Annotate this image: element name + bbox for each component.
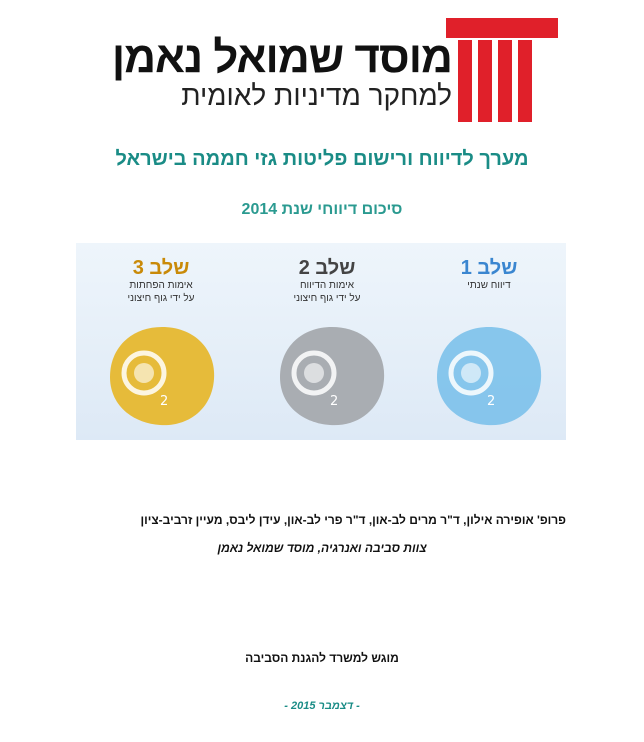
stage-2-line-1: אימות הדיווח xyxy=(299,280,355,291)
stage-3-badge-icon: 2 xyxy=(110,327,215,426)
column-logo-icon xyxy=(446,18,558,122)
page-title: מערך לדיווח ורישום פליטות גזי חממה בישרא… xyxy=(115,148,529,170)
stage-2-badge-icon: 2 xyxy=(280,327,385,426)
stage-2-line-2: על ידי גוף חיצוני xyxy=(293,293,361,304)
stage-3: שלב 3 אימות הפחתות על ידי גוף חיצוני xyxy=(86,257,236,305)
svg-text:2: 2 xyxy=(160,394,168,409)
page-subtitle: סיכום דיווחי שנת 2014 xyxy=(241,201,403,218)
stage-3-line-1: אימות הפחתות xyxy=(129,280,193,291)
publication-date: - דצמבר 2015 - xyxy=(284,700,360,712)
stage-2: שלב 2 אימות הדיווח על ידי גוף חיצוני xyxy=(252,257,402,305)
authors-line: פרופ' אופירה אילון, ד"ר מרים לב-און, ד"ר… xyxy=(140,513,566,527)
stage-1: שלב 1 דיווח שנתי xyxy=(414,257,564,292)
stage-1-heading: שלב 1 xyxy=(460,257,518,279)
stage-1-line-1: דיווח שנתי xyxy=(467,280,511,291)
svg-text:2: 2 xyxy=(330,394,338,409)
stage-2-heading: שלב 2 xyxy=(298,257,356,279)
stage-1-badge-icon: 2 xyxy=(437,327,542,426)
stage-3-heading: שלב 3 xyxy=(132,257,190,279)
team-line: צוות סביבה ואנרגיה, מוסד שמואל נאמן xyxy=(217,541,427,555)
org-name: מוסד שמואל נאמן xyxy=(111,33,453,82)
svg-text:2: 2 xyxy=(487,394,495,409)
stages-banner: שלב 1 דיווח שנתי שלב 2 אימות הדיווח על י… xyxy=(76,243,566,440)
org-tagline: למחקר מדיניות לאומית xyxy=(181,80,452,111)
submitted-to: מוגש למשרד להגנת הסביבה xyxy=(245,651,399,665)
stage-3-line-2: על ידי גוף חיצוני xyxy=(127,293,195,304)
